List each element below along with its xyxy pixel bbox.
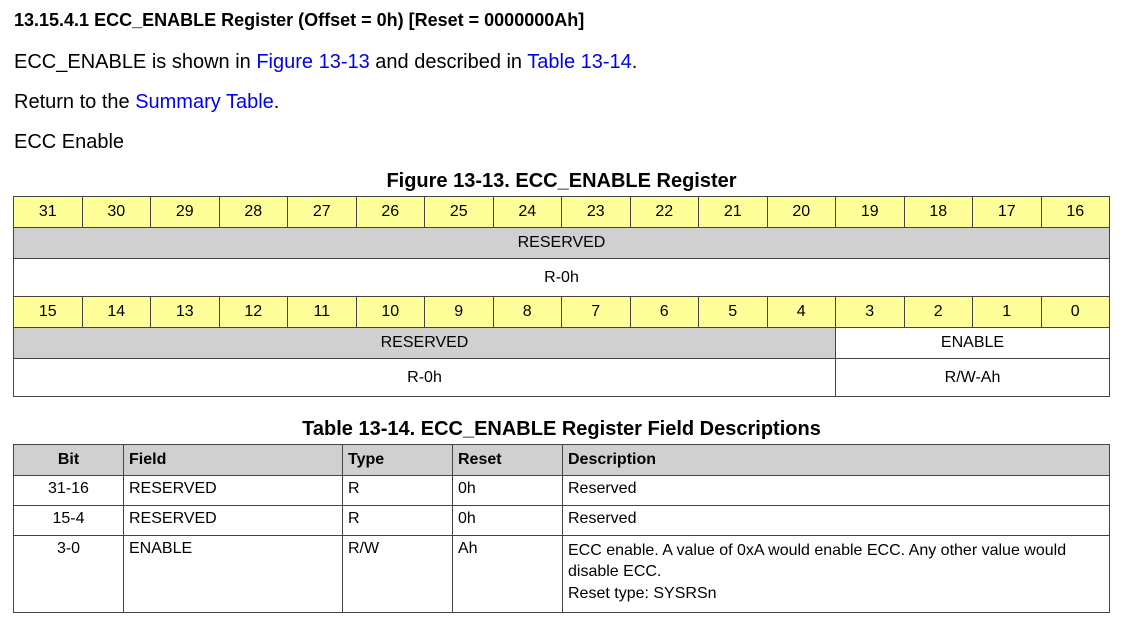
access-reserved-high: R-0h: [13, 258, 1110, 297]
bit-number: 20: [766, 196, 836, 228]
bit-number: 6: [629, 296, 699, 328]
reset-type-text: Reset type: SYSRSn: [568, 585, 717, 602]
bit-number: 11: [287, 296, 357, 328]
bit-row-high: 31 30 29 28 27 26 25 24 23 22 21 20 19 18 17 16: [13, 196, 1110, 228]
cell-bit: 3-0: [13, 535, 124, 613]
header-description: Description: [562, 444, 1110, 476]
bit-number: 22: [629, 196, 699, 228]
bit-number: 23: [561, 196, 631, 228]
header-field: Field: [123, 444, 343, 476]
table-header-row: Bit Field Type Reset Description: [13, 444, 1110, 476]
bit-number: 10: [355, 296, 425, 328]
intro-text: ECC_ENABLE is shown in: [14, 51, 257, 73]
bit-number: 17: [972, 196, 1042, 228]
summary-table-link[interactable]: Summary Table: [135, 91, 274, 113]
bit-number: 24: [492, 196, 562, 228]
bit-number: 15: [13, 296, 83, 328]
bit-number: 3: [835, 296, 905, 328]
bit-number: 7: [561, 296, 631, 328]
bit-number: 25: [424, 196, 494, 228]
header-reset: Reset: [452, 444, 563, 476]
return-text-end: .: [273, 91, 280, 113]
bit-number: 27: [287, 196, 357, 228]
bit-number: 8: [492, 296, 562, 328]
bit-number: 29: [150, 196, 220, 228]
bit-number: 0: [1040, 296, 1110, 328]
table-link[interactable]: Table 13-14: [527, 51, 632, 73]
header-bit: Bit: [13, 444, 124, 476]
cell-field: RESERVED: [123, 475, 343, 506]
figure-caption: Figure 13-13. ECC_ENABLE Register: [386, 170, 737, 192]
access-enable: R/W-Ah: [835, 358, 1110, 397]
table-row: 31-16 RESERVED R 0h Reserved: [13, 475, 1110, 506]
bit-number: 30: [81, 196, 151, 228]
bit-number: 13: [150, 296, 220, 328]
return-text: Return to the: [14, 91, 136, 113]
cell-type: R/W: [342, 535, 453, 613]
bit-number: 5: [698, 296, 768, 328]
bit-number: 14: [81, 296, 151, 328]
cell-reset: Ah: [452, 535, 563, 613]
bit-number: 4: [766, 296, 836, 328]
return-paragraph: Return to the Summary Table.: [14, 91, 279, 114]
cell-field: ENABLE: [123, 535, 343, 613]
bit-number: 2: [903, 296, 973, 328]
field-enable: ENABLE: [835, 327, 1110, 359]
bit-row-low: 15 14 13 12 11 10 9 8 7 6 5 4 3 2 1 0: [13, 296, 1110, 328]
intro-text-mid: and described in: [369, 51, 528, 73]
header-type: Type: [342, 444, 453, 476]
bit-number: 21: [698, 196, 768, 228]
bit-number: 31: [13, 196, 83, 228]
bit-number: 9: [424, 296, 494, 328]
register-diagram: 31 30 29 28 27 26 25 24 23 22 21 20 19 18 17 16 RESERVE…: [13, 196, 1110, 397]
cell-description: Reserved: [562, 475, 1110, 506]
intro-paragraph: ECC_ENABLE is shown in Figure 13-13 and …: [14, 51, 637, 74]
access-reserved-low: R-0h: [13, 358, 836, 397]
field-reserved-high: RESERVED: [13, 227, 1110, 259]
intro-text-end: .: [631, 51, 638, 73]
field-reserved-low: RESERVED: [13, 327, 836, 359]
cell-bit: 15-4: [13, 505, 124, 536]
cell-type: R: [342, 475, 453, 506]
section-heading: 13.15.4.1 ECC_ENABLE Register (Offset = …: [14, 10, 585, 30]
field-description-table: Bit Field Type Reset Description 31-16 R…: [13, 444, 1110, 613]
description-text: ECC enable. A value of 0xA would enable …: [568, 542, 1067, 580]
cell-type: R: [342, 505, 453, 536]
figure-link[interactable]: Figure 13-13: [256, 51, 370, 73]
bit-number: 28: [218, 196, 288, 228]
register-summary: ECC Enable: [14, 131, 125, 153]
bit-number: 26: [355, 196, 425, 228]
cell-bit: 31-16: [13, 475, 124, 506]
bit-number: 12: [218, 296, 288, 328]
table-row: 15-4 RESERVED R 0h Reserved: [13, 505, 1110, 536]
bit-number: 18: [903, 196, 973, 228]
cell-reset: 0h: [452, 475, 563, 506]
cell-field: RESERVED: [123, 505, 343, 536]
table-row: 3-0 ENABLE R/W Ah ECC enable. A value of…: [13, 535, 1110, 613]
bit-number: 19: [835, 196, 905, 228]
bit-number: 1: [972, 296, 1042, 328]
cell-description: Reserved: [562, 505, 1110, 536]
cell-reset: 0h: [452, 505, 563, 536]
table-caption: Table 13-14. ECC_ENABLE Register Field D…: [302, 418, 821, 440]
cell-description: ECC enable. A value of 0xA would enable …: [562, 535, 1110, 613]
bit-number: 16: [1040, 196, 1110, 228]
